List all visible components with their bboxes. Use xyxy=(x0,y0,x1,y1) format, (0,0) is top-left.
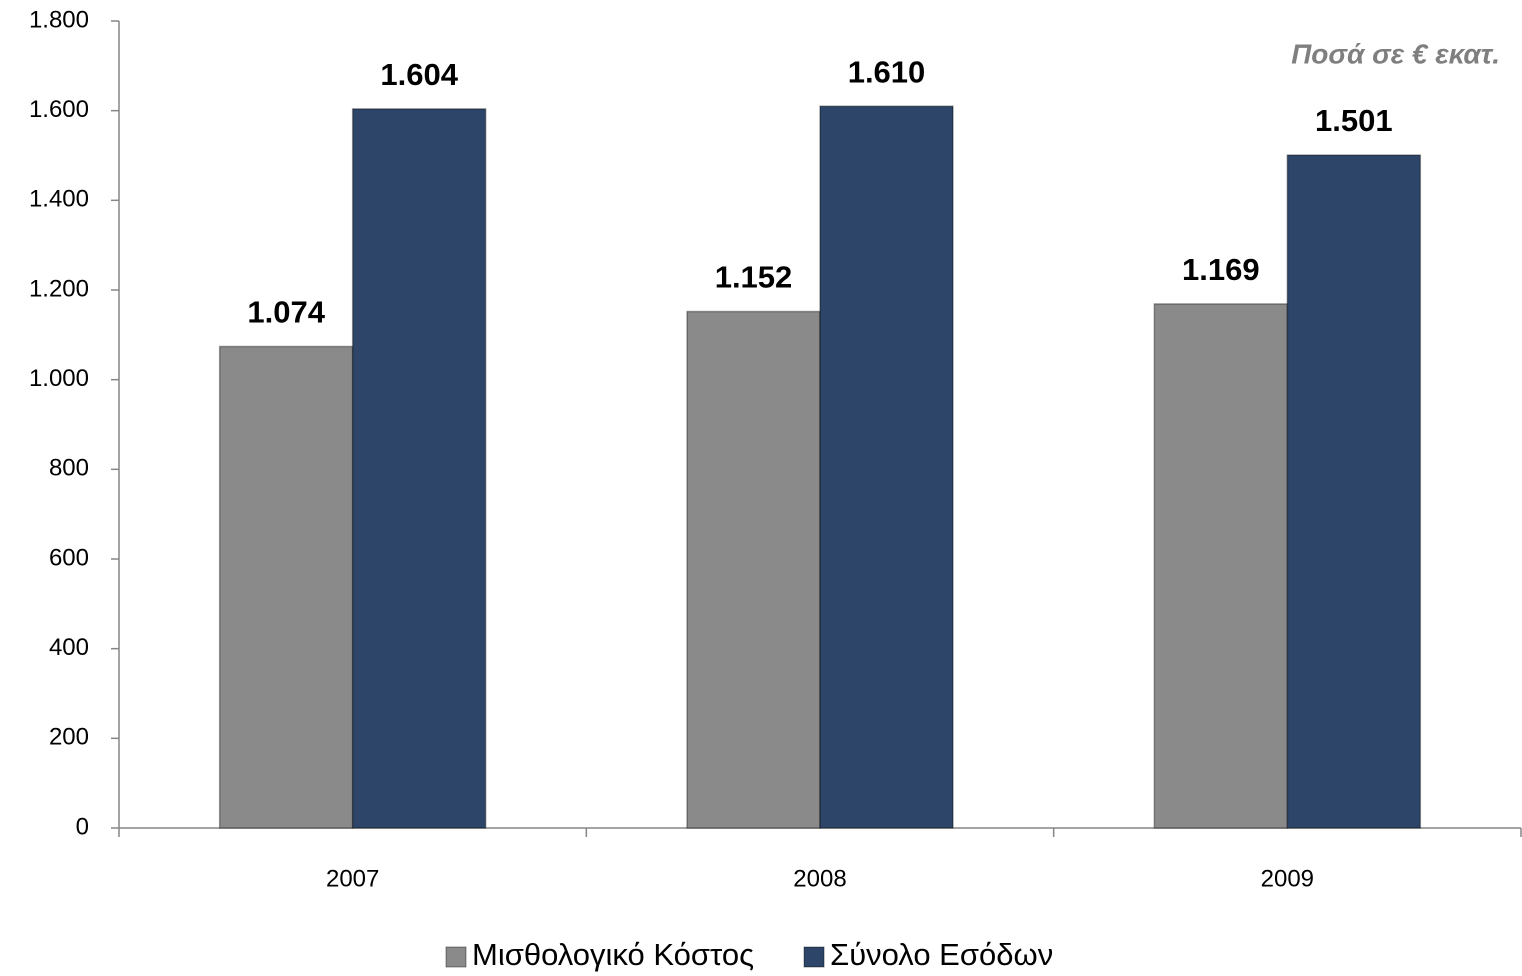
legend-swatch xyxy=(803,946,825,968)
y-tick-label: 400 xyxy=(49,634,89,661)
y-tick-label: 1.600 xyxy=(29,96,89,123)
legend-swatch xyxy=(445,946,467,968)
y-tick-label: 1.800 xyxy=(29,6,89,33)
y-tick-label: 1.000 xyxy=(29,365,89,392)
value-label: 1.152 xyxy=(715,260,793,295)
y-tick-label: 200 xyxy=(49,724,89,751)
x-tick-label: 2009 xyxy=(1261,865,1314,892)
annotation: Ποσά σε € εκατ. xyxy=(1291,38,1500,69)
value-label: 1.604 xyxy=(380,57,458,92)
value-label: 1.501 xyxy=(1315,103,1393,138)
value-label: 1.074 xyxy=(247,295,325,330)
bar xyxy=(686,310,821,829)
y-tick-label: 1.400 xyxy=(29,186,89,213)
legend-label: Σύνολο Εσόδων xyxy=(830,937,1053,972)
y-tick-label: 800 xyxy=(49,455,89,482)
bar xyxy=(819,105,954,829)
y-tick-label: 0 xyxy=(76,813,89,840)
y-tick-label: 600 xyxy=(49,544,89,571)
value-label: 1.169 xyxy=(1182,252,1260,287)
x-tick-label: 2008 xyxy=(793,865,846,892)
bar xyxy=(1153,303,1289,829)
legend-label: Μισθολογικό Κόστος xyxy=(472,937,754,972)
bar xyxy=(1286,154,1422,829)
bar xyxy=(218,345,354,829)
bar xyxy=(351,108,487,829)
x-tick-label: 2007 xyxy=(326,865,379,892)
y-tick-label: 1.200 xyxy=(29,275,89,302)
value-label: 1.610 xyxy=(848,54,926,89)
